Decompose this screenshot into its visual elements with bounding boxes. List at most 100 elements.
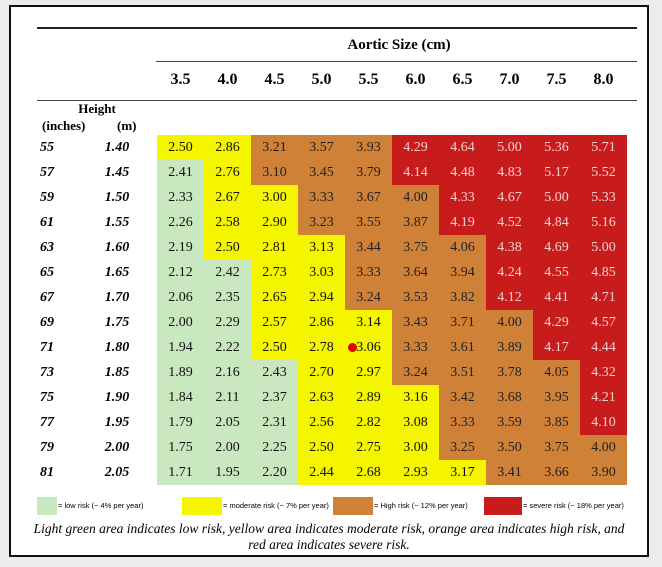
risk-cell: 2.44 xyxy=(298,460,345,485)
risk-cell: 3.25 xyxy=(439,435,486,460)
risk-cell: 2.42 xyxy=(204,260,251,285)
aortic-size-header-cell: 6.5 xyxy=(452,71,473,88)
risk-cell: 3.33 xyxy=(392,335,439,360)
risk-cell: 4.29 xyxy=(533,310,580,335)
aortic-size-header-cell: 5.0 xyxy=(311,71,332,88)
risk-cell: 3.33 xyxy=(345,260,392,285)
risk-cell: 4.52 xyxy=(486,210,533,235)
risk-cell: 2.16 xyxy=(204,360,251,385)
risk-cell: 2.20 xyxy=(251,460,298,485)
risk-cell: 3.55 xyxy=(345,210,392,235)
column-header-rule xyxy=(37,100,637,101)
risk-cell: 3.43 xyxy=(392,310,439,335)
risk-cell: 3.66 xyxy=(533,460,580,485)
aortic-size-title: Aortic Size (cm) xyxy=(347,37,451,53)
height-meters: 2.00 xyxy=(104,440,130,455)
risk-cell: 5.71 xyxy=(580,135,627,160)
risk-cell: 2.67 xyxy=(204,185,251,210)
height-inches: 63 xyxy=(40,240,54,255)
risk-cell: 3.03 xyxy=(298,260,345,285)
risk-cell: 3.95 xyxy=(533,385,580,410)
height-inches: 79 xyxy=(40,440,54,455)
risk-cell: 3.75 xyxy=(392,235,439,260)
risk-cell: 2.50 xyxy=(157,135,204,160)
risk-cell: 4.41 xyxy=(533,285,580,310)
aortic-size-header-cell: 7.0 xyxy=(499,71,520,88)
aortic-size-header-cell: 7.5 xyxy=(546,71,567,88)
risk-cell: 2.82 xyxy=(345,410,392,435)
risk-cell: 3.23 xyxy=(298,210,345,235)
risk-cell: 3.89 xyxy=(486,335,533,360)
aortic-size-header-cell: 6.0 xyxy=(405,71,426,88)
risk-cell: 2.29 xyxy=(204,310,251,335)
risk-cell: 3.53 xyxy=(392,285,439,310)
risk-cell: 3.90 xyxy=(580,460,627,485)
legend-swatch xyxy=(182,497,222,515)
risk-cell: 2.94 xyxy=(298,285,345,310)
risk-cell: 3.16 xyxy=(392,385,439,410)
risk-cell: 3.17 xyxy=(439,460,486,485)
risk-cell: 3.50 xyxy=(486,435,533,460)
height-inches: 59 xyxy=(40,190,54,205)
height-inches: 65 xyxy=(40,265,54,280)
height-inches: 75 xyxy=(40,390,54,405)
risk-cell: 2.50 xyxy=(298,435,345,460)
risk-cell: 3.24 xyxy=(345,285,392,310)
risk-cell: 1.95 xyxy=(204,460,251,485)
risk-cell: 2.58 xyxy=(204,210,251,235)
risk-cell: 5.33 xyxy=(580,185,627,210)
risk-cell: 3.21 xyxy=(251,135,298,160)
risk-cell: 4.06 xyxy=(439,235,486,260)
risk-cell: 4.57 xyxy=(580,310,627,335)
height-inches: 71 xyxy=(40,340,54,355)
risk-cell: 4.33 xyxy=(439,185,486,210)
height-inches: 61 xyxy=(40,215,54,230)
risk-cell: 3.00 xyxy=(251,185,298,210)
height-meters: 1.65 xyxy=(104,265,130,280)
risk-cell: 1.79 xyxy=(157,410,204,435)
risk-cell: 2.63 xyxy=(298,385,345,410)
risk-cell: 4.24 xyxy=(486,260,533,285)
legend-label: = High risk (~ 12% per year) xyxy=(374,501,468,510)
risk-cell: 3.44 xyxy=(345,235,392,260)
height-meters: 1.80 xyxy=(104,340,130,355)
risk-cell: 2.89 xyxy=(345,385,392,410)
risk-cell: 2.70 xyxy=(298,360,345,385)
height-meters: 1.50 xyxy=(104,190,130,205)
risk-cell: 4.14 xyxy=(392,160,439,185)
height-meters: 1.60 xyxy=(104,240,130,255)
risk-cell: 4.84 xyxy=(533,210,580,235)
risk-cell: 4.48 xyxy=(439,160,486,185)
risk-cell: 2.22 xyxy=(204,335,251,360)
risk-cell: 3.00 xyxy=(392,435,439,460)
height-label: Height xyxy=(78,101,116,116)
risk-cell: 3.41 xyxy=(486,460,533,485)
risk-cell: 2.81 xyxy=(251,235,298,260)
caption: Light green area indicates low risk, yel… xyxy=(33,521,625,552)
aortic-size-header-cell: 4.5 xyxy=(264,71,285,88)
risk-cell: 4.17 xyxy=(533,335,580,360)
risk-cell: 2.57 xyxy=(251,310,298,335)
risk-cell: 3.57 xyxy=(298,135,345,160)
risk-cell: 2.05 xyxy=(204,410,251,435)
risk-cell: 2.65 xyxy=(251,285,298,310)
risk-cell: 2.00 xyxy=(157,310,204,335)
risk-cell: 3.45 xyxy=(298,160,345,185)
risk-cell: 2.90 xyxy=(251,210,298,235)
risk-cell: 2.97 xyxy=(345,360,392,385)
risk-cell: 2.50 xyxy=(251,335,298,360)
height-meters: 2.05 xyxy=(104,465,130,480)
risk-cell: 3.82 xyxy=(439,285,486,310)
risk-cell: 5.00 xyxy=(486,135,533,160)
risk-cell: 1.89 xyxy=(157,360,204,385)
risk-cell: 4.64 xyxy=(439,135,486,160)
risk-cell: 4.05 xyxy=(533,360,580,385)
meters-label: (m) xyxy=(117,118,137,133)
risk-cell: 3.94 xyxy=(439,260,486,285)
header-divider xyxy=(156,61,637,62)
risk-cell: 4.32 xyxy=(580,360,627,385)
height-inches: 67 xyxy=(40,290,54,305)
risk-cell: 2.56 xyxy=(298,410,345,435)
legend-label: = moderate risk (~ 7% per year) xyxy=(223,501,329,510)
height-meters: 1.45 xyxy=(104,165,130,180)
